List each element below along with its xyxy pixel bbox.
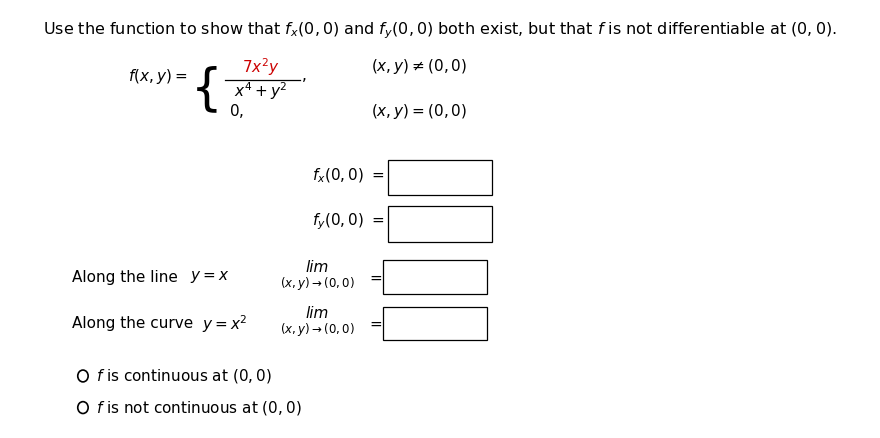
FancyBboxPatch shape <box>383 261 487 294</box>
Text: $y = x^2$: $y = x^2$ <box>202 313 247 335</box>
Text: $\{$: $\{$ <box>190 64 218 115</box>
Text: $(x, y) \to (0, 0)$: $(x, y) \to (0, 0)$ <box>280 275 355 292</box>
Text: $=$: $=$ <box>367 316 384 331</box>
Text: $f_x(0, 0)\ =$: $f_x(0, 0)\ =$ <box>312 166 385 185</box>
Text: lim: lim <box>305 306 328 321</box>
Text: $f_y(0, 0)\ =$: $f_y(0, 0)\ =$ <box>312 212 385 232</box>
FancyBboxPatch shape <box>383 307 487 340</box>
Text: Use the function to show that $f_x(0, 0)$ and $f_y(0, 0)$ both exist, but that $: Use the function to show that $f_x(0, 0)… <box>43 21 837 41</box>
Text: lim: lim <box>305 260 328 275</box>
Text: $,$: $,$ <box>301 69 307 85</box>
Text: $(x, y) = (0, 0)$: $(x, y) = (0, 0)$ <box>370 102 467 121</box>
Text: $f$ is continuous at $(0, 0)$: $f$ is continuous at $(0, 0)$ <box>96 367 272 385</box>
Text: $f(x, y) =$: $f(x, y) =$ <box>128 67 187 86</box>
Text: $(x, y) \neq (0, 0)$: $(x, y) \neq (0, 0)$ <box>370 57 467 77</box>
FancyBboxPatch shape <box>388 160 492 195</box>
Text: $f$ is not continuous at $(0, 0)$: $f$ is not continuous at $(0, 0)$ <box>96 399 302 417</box>
Text: Along the line: Along the line <box>71 270 178 285</box>
Text: Along the curve: Along the curve <box>71 316 193 331</box>
Text: $=$: $=$ <box>367 270 384 285</box>
Text: $x^4 + y^2$: $x^4 + y^2$ <box>234 81 288 102</box>
Text: $0,$: $0,$ <box>229 102 244 120</box>
FancyBboxPatch shape <box>388 206 492 242</box>
Text: $7x^2y$: $7x^2y$ <box>242 56 280 78</box>
Text: $y = x$: $y = x$ <box>190 269 230 285</box>
Text: $(x, y) \to (0, 0)$: $(x, y) \to (0, 0)$ <box>280 321 355 338</box>
